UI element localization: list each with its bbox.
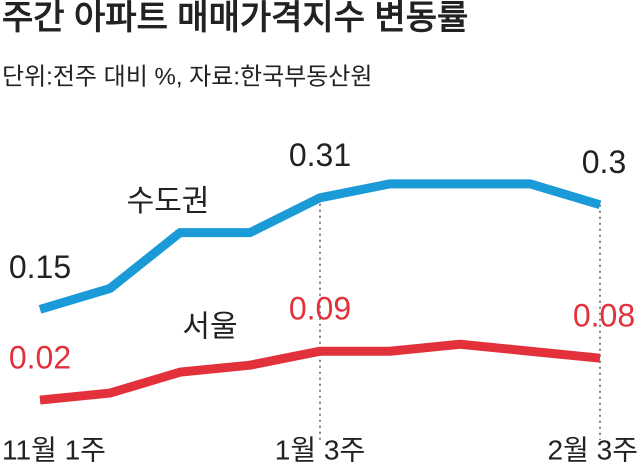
data-label: 0.08: [573, 298, 635, 334]
series-label: 수도권: [127, 185, 210, 218]
data-label: 0.3: [582, 144, 626, 180]
data-label: 0.31: [289, 137, 351, 173]
data-label: 0.15: [9, 249, 71, 285]
series-label: 서울: [182, 310, 237, 343]
data-label: 0.02: [9, 340, 71, 376]
x-tick-label: 2월 3주: [548, 434, 638, 465]
chart-subtitle: 단위:전주 대비 %, 자료:한국부동산원: [2, 63, 372, 90]
series-line: [39, 339, 601, 405]
chart-title: 주간 아파트 매매가격지수 변동률: [2, 0, 468, 37]
data-label: 0.09: [289, 291, 351, 327]
x-tick-label: 11월 1주: [2, 434, 106, 465]
series-line: [38, 179, 602, 314]
x-tick-label: 1월 3주: [275, 434, 365, 465]
